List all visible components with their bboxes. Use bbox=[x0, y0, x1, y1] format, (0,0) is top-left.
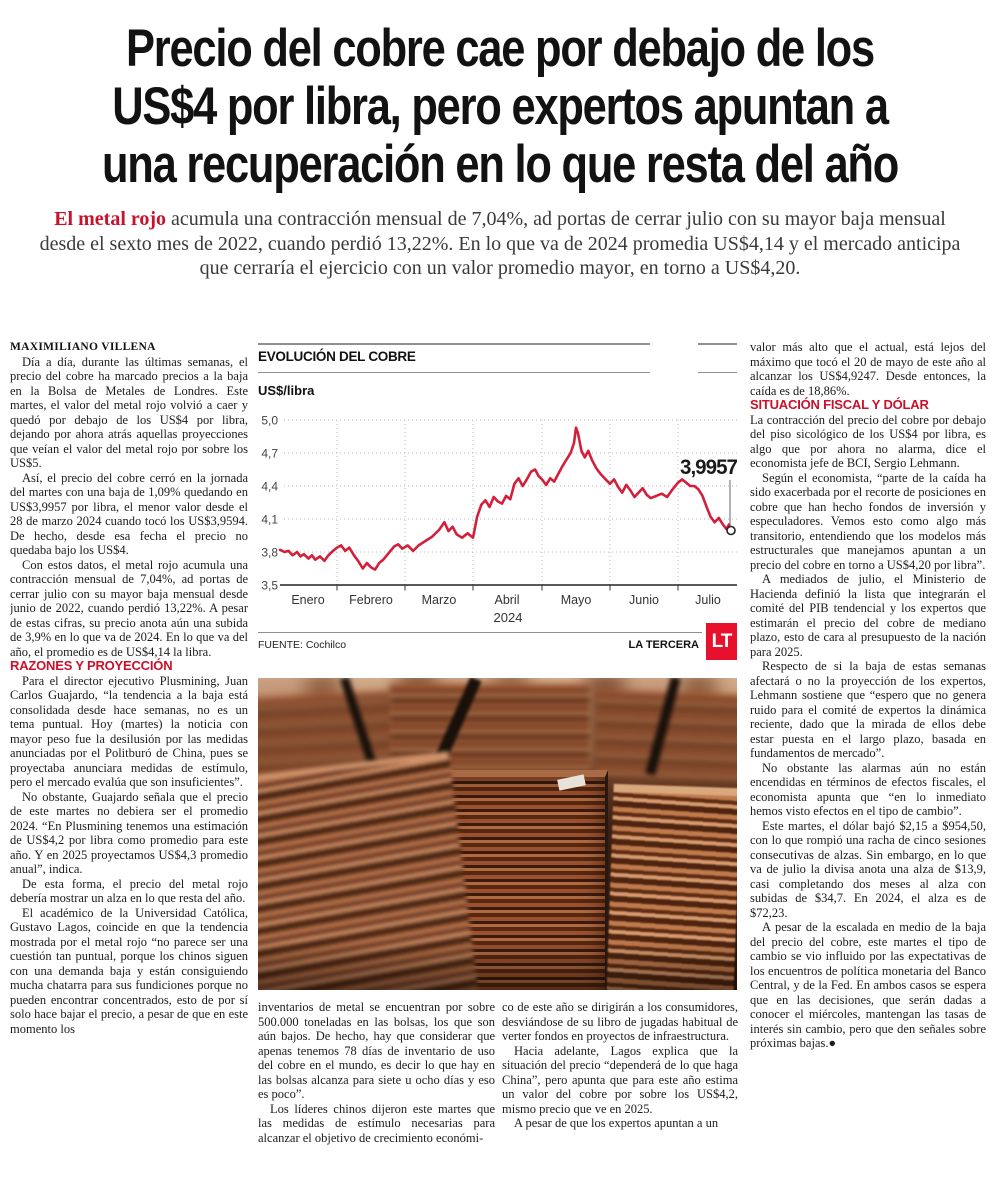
svg-text:Mayo: Mayo bbox=[561, 593, 592, 607]
svg-text:5,0: 5,0 bbox=[261, 414, 278, 428]
chart-canvas: 5,0 4,7 4,4 4,1 3,8 3,5 Enero Febrero bbox=[261, 414, 737, 625]
svg-text:Marzo: Marzo bbox=[422, 593, 457, 607]
headline-line: US$4 por libra, pero expertos apuntan a bbox=[112, 77, 889, 136]
article-paragraph: No obstante las alarmas aún no están enc… bbox=[750, 760, 986, 819]
lt-logo: LT bbox=[706, 623, 737, 660]
article-paragraph: Así, el precio del cobre cerró en la jor… bbox=[10, 470, 248, 558]
article-paragraph: Este martes, el dólar bajó $2,15 a $954,… bbox=[750, 818, 986, 920]
column-left: MAXIMILIANO VILLENA Día a día, durante l… bbox=[10, 340, 248, 1192]
chart-top-rule bbox=[258, 343, 650, 345]
svg-text:4,4: 4,4 bbox=[261, 480, 278, 494]
chart-unit-label: US$/libra bbox=[258, 383, 315, 398]
lede-lead-in: El metal rojo bbox=[54, 208, 167, 230]
svg-text:Febrero: Febrero bbox=[349, 593, 393, 607]
svg-text:Junio: Junio bbox=[629, 593, 659, 607]
article-paragraph: La contracción del precio del cobre por … bbox=[750, 412, 986, 471]
article-paragraph: El académico de la Universidad Católica,… bbox=[10, 905, 248, 1036]
section-subhead: SITUACIÓN FISCAL Y DÓLAR bbox=[750, 397, 929, 412]
column-mid-right: co de este año se dirigirán a los consum… bbox=[502, 1000, 738, 1190]
end-value-label: 3,9957 bbox=[680, 456, 737, 479]
headline-line: una recuperación en lo que resta del año bbox=[101, 135, 899, 194]
article-paragraph: Los líderes chinos dijeron este martes q… bbox=[258, 1101, 495, 1145]
article-paragraph: co de este año se dirigirán a los consum… bbox=[502, 1000, 738, 1043]
lt-logo-text: LT bbox=[711, 630, 733, 652]
chart-source: FUENTE: Cochilco bbox=[258, 639, 347, 651]
article-paragraph: Hacia adelante, Lagos explica que la sit… bbox=[502, 1043, 738, 1116]
x-axis-labels: Enero Febrero Marzo Abril Mayo Junio Jul… bbox=[291, 593, 721, 625]
article-paragraph: No obstante, Guajardo señala que el prec… bbox=[10, 789, 248, 877]
chart-title-rule bbox=[258, 372, 650, 373]
lede-text: acumula una contracción mensual de 7,04%… bbox=[39, 208, 961, 279]
article-paragraph: valor más alto que el actual, está lejos… bbox=[750, 340, 986, 398]
headline: Precio del cobre cae por debajo de los U… bbox=[90, 20, 910, 194]
chart-credit: LA TERCERA bbox=[628, 639, 699, 651]
svg-text:Abril: Abril bbox=[494, 593, 519, 607]
article-paragraph: A pesar de que los expertos apuntan a un bbox=[514, 1116, 719, 1130]
svg-text:4,7: 4,7 bbox=[261, 447, 278, 461]
chart-title: EVOLUCIÓN DEL COBRE bbox=[258, 349, 416, 364]
chart-title-rule bbox=[698, 372, 737, 373]
column-mid-left: inventarios de metal se encuentran por s… bbox=[258, 1000, 495, 1190]
article-paragraph: A mediados de julio, el Ministerio de Ha… bbox=[750, 572, 986, 659]
svg-text:3,5: 3,5 bbox=[261, 579, 278, 593]
horizontal-gridlines bbox=[284, 419, 737, 553]
byline: MAXIMILIANO VILLENA bbox=[10, 341, 156, 353]
svg-text:4,1: 4,1 bbox=[261, 513, 278, 527]
article-paragraph: De esta forma, el precio del metal rojo … bbox=[10, 876, 248, 906]
last-point-marker bbox=[726, 525, 736, 536]
headline-line: Precio del cobre cae por debajo de los bbox=[126, 19, 875, 78]
vertical-gridlines bbox=[336, 420, 679, 585]
article-paragraph: Con estos datos, el metal rojo acumula u… bbox=[10, 557, 248, 659]
svg-text:Enero: Enero bbox=[291, 593, 324, 607]
x-axis-year-label: 2024 bbox=[494, 610, 523, 625]
photo-bottom-shade bbox=[258, 940, 737, 990]
chart-top-rule bbox=[698, 343, 737, 345]
photo-copper-cathodes bbox=[258, 678, 737, 990]
section-subhead: RAZONES Y PROYECCIÓN bbox=[10, 658, 173, 673]
article-paragraph: Según el economista, “parte de la caída … bbox=[750, 470, 986, 572]
svg-text:3,8: 3,8 bbox=[261, 546, 278, 560]
svg-text:Julio: Julio bbox=[695, 593, 721, 607]
y-axis-labels: 5,0 4,7 4,4 4,1 3,8 3,5 bbox=[261, 414, 278, 593]
article-paragraph: inventarios de metal se encuentran por s… bbox=[258, 1000, 495, 1101]
article-paragraph: Día a día, durante las últimas semanas, … bbox=[10, 354, 248, 471]
column-right: valor más alto que el actual, está lejos… bbox=[750, 340, 986, 1192]
chart-footer-rule bbox=[258, 632, 702, 633]
price-line-series bbox=[278, 426, 733, 571]
x-axis-ticks bbox=[336, 585, 679, 591]
article-paragraph: Respecto de si la baja de estas semanas … bbox=[750, 659, 986, 760]
article-paragraph: Para el director ejecutivo Plusmining, J… bbox=[10, 673, 248, 790]
article-paragraph: A pesar de la escalada en medio de la ba… bbox=[750, 920, 986, 1050]
copper-evolution-chart: 5,0 4,7 4,4 4,1 3,8 3,5 Enero Febrero bbox=[258, 338, 737, 674]
lede: El metal rojo acumula una contracción me… bbox=[30, 207, 970, 281]
